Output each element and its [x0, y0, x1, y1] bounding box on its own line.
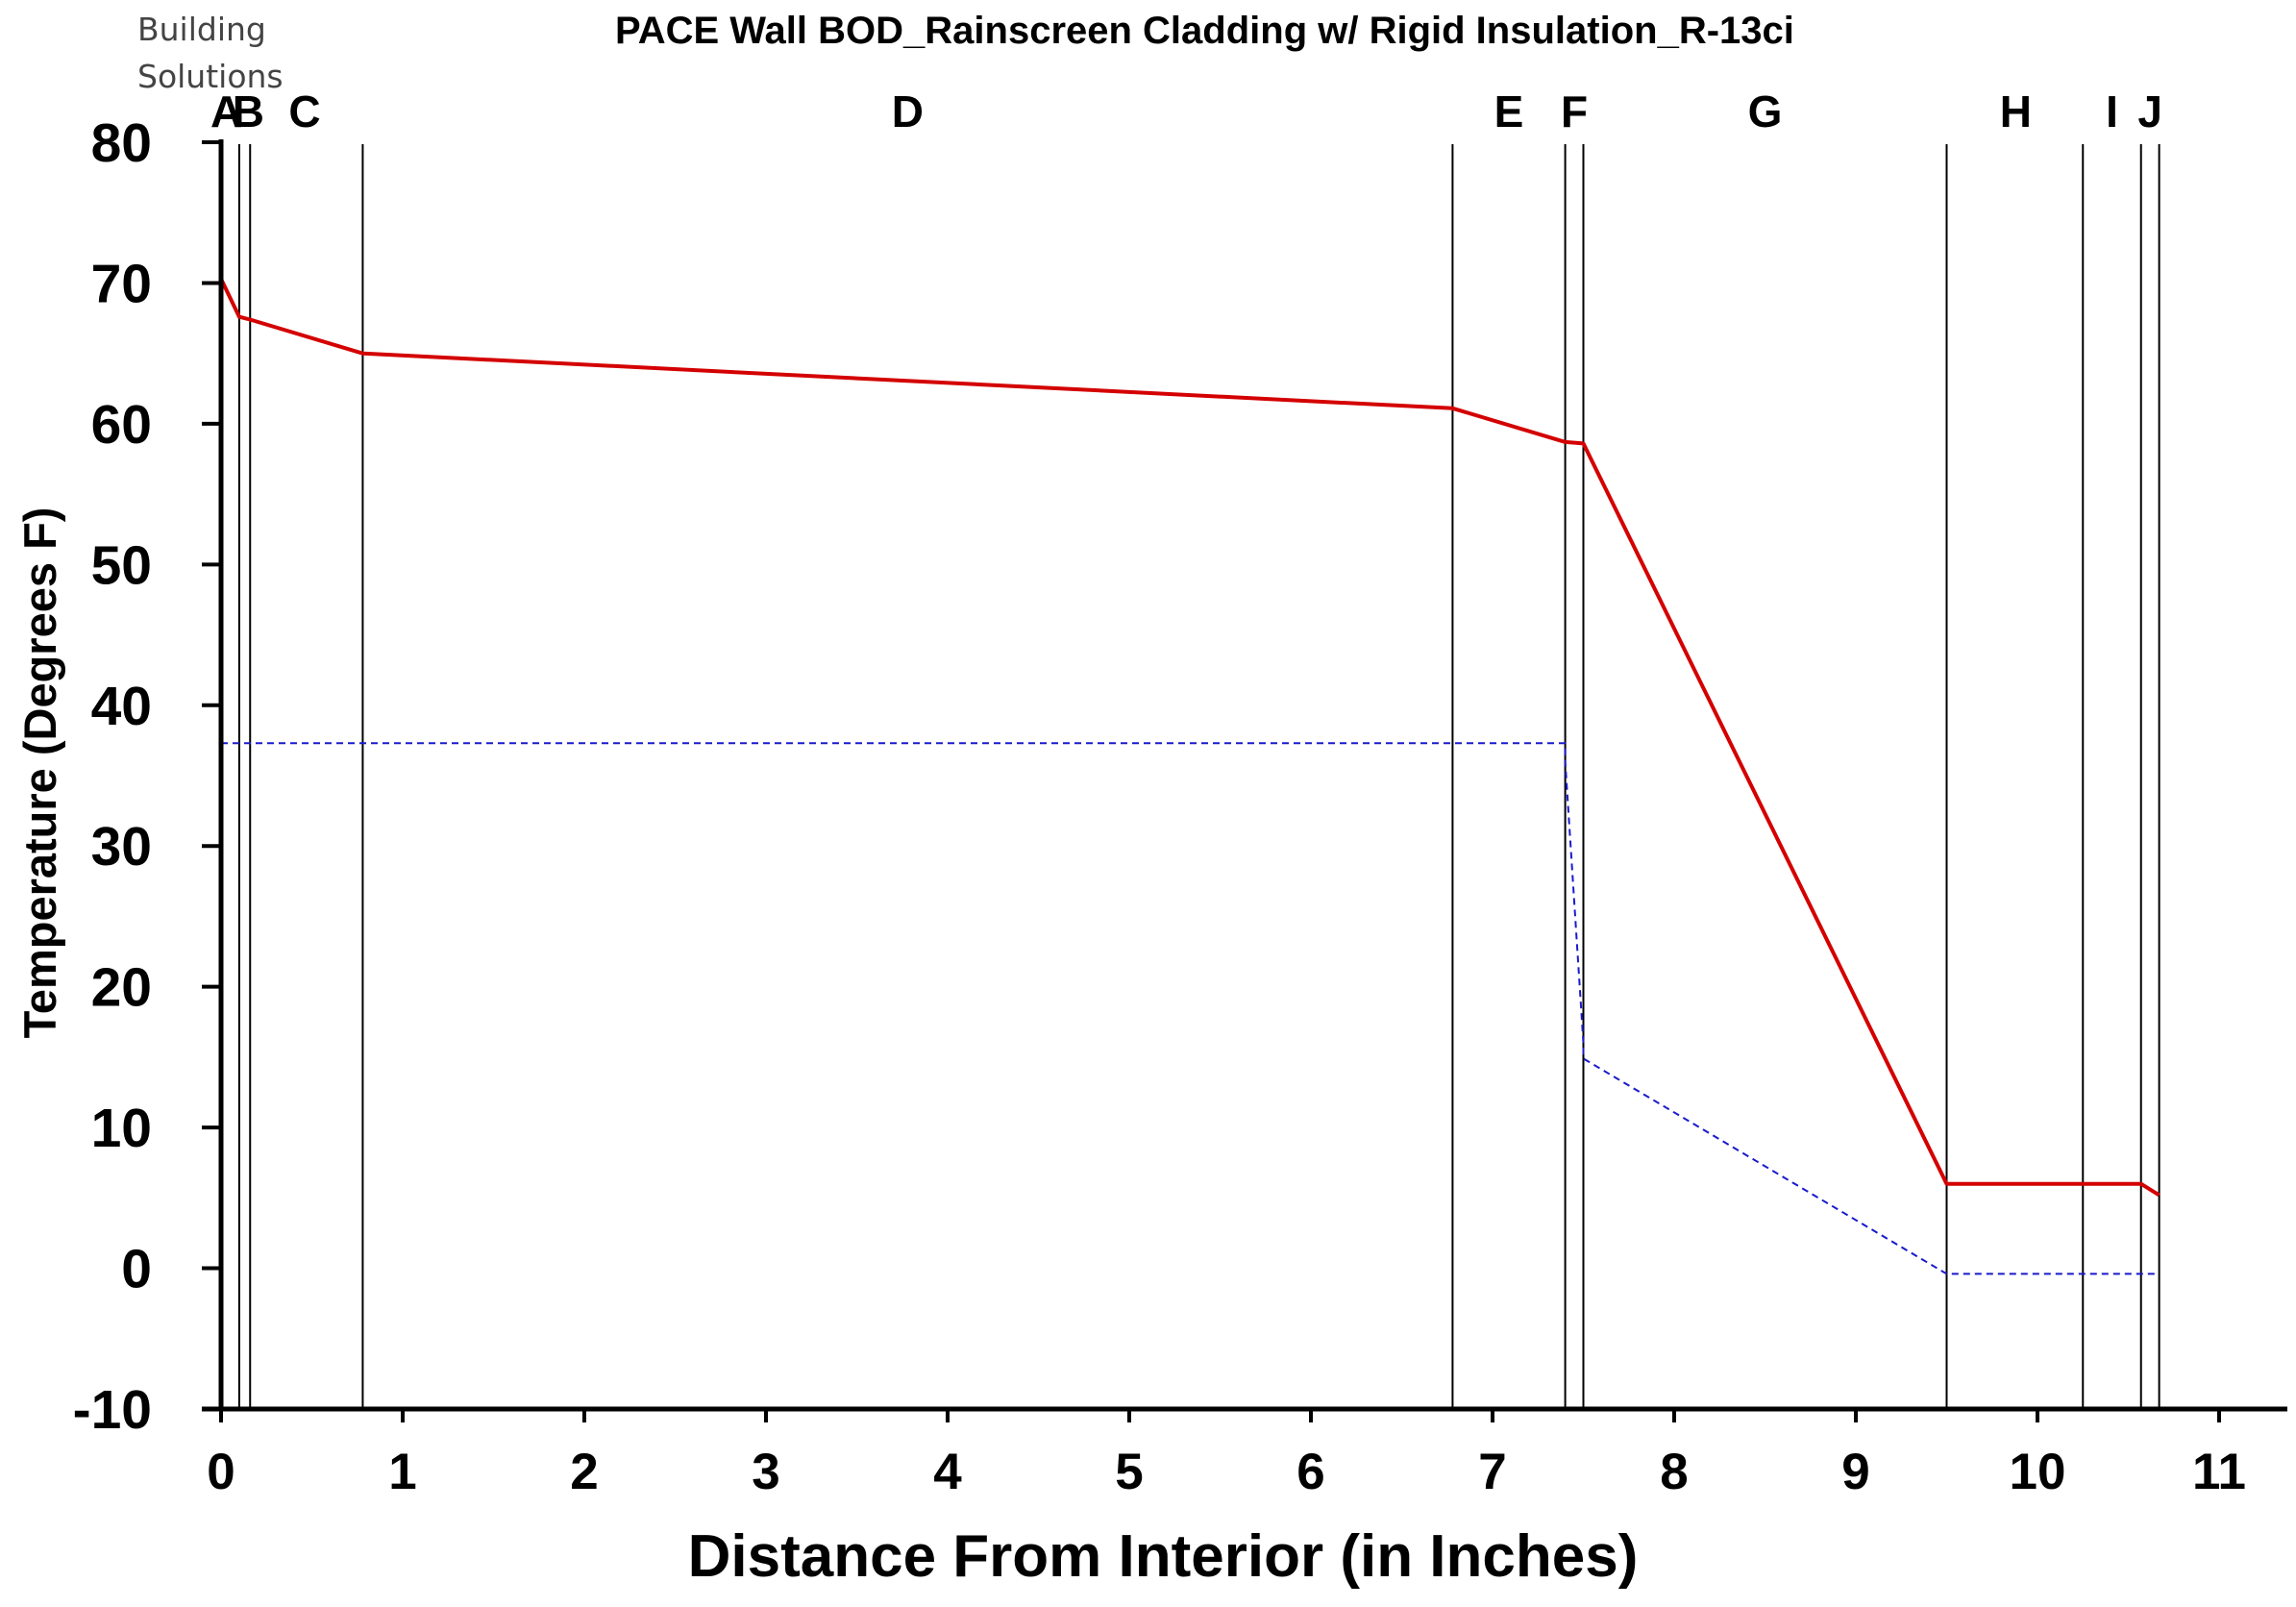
- y-tick-label: 70: [91, 253, 152, 314]
- y-tick-label: 60: [91, 394, 152, 456]
- y-tick-label: -10: [73, 1379, 152, 1441]
- x-tick-label: 7: [1478, 1444, 1506, 1500]
- x-tick-label: 1: [388, 1444, 416, 1500]
- layer-label: C: [288, 87, 320, 136]
- layer-label: I: [2106, 87, 2118, 136]
- x-tick-label: 5: [1115, 1444, 1143, 1500]
- y-tick-label: 40: [91, 676, 152, 737]
- y-tick-label: 50: [91, 534, 152, 596]
- x-tick-label: 6: [1296, 1444, 1324, 1500]
- logo-text-line-1: Building: [137, 11, 266, 48]
- plot-series: [219, 278, 2160, 1275]
- x-tick-label: 2: [570, 1444, 598, 1500]
- x-tick-label: 8: [1660, 1444, 1688, 1500]
- x-tick-label: 4: [933, 1444, 962, 1500]
- y-tick-label: 0: [121, 1239, 152, 1300]
- layer-label: B: [233, 87, 264, 136]
- y-tick-label: 20: [91, 957, 152, 1019]
- layer-label: D: [892, 87, 924, 136]
- layer-label: F: [1561, 87, 1588, 136]
- x-tick-label: 9: [1841, 1444, 1869, 1500]
- x-tick-label: 3: [752, 1444, 779, 1500]
- tick-labels: 80 70 60 50 40 30 20 10 0 -10 0 1 2 3 4 5 6 7 8 9 10 11: [73, 112, 2246, 1500]
- layer-label: H: [2000, 87, 2032, 136]
- y-tick-label: 10: [91, 1098, 152, 1159]
- logo-text-line-2: Solutions: [137, 58, 284, 95]
- x-tick-label: 11: [2192, 1444, 2246, 1500]
- layer-labels: AB C D E F G H I J: [210, 87, 2162, 136]
- x-axis-label: Distance From Interior (in Inches): [688, 1523, 1639, 1590]
- dew-point-line: [221, 742, 2160, 1275]
- layer-label: J: [2137, 87, 2162, 136]
- temperature-line: [219, 278, 2160, 1198]
- y-tick-label: 80: [91, 112, 152, 174]
- layer-label: G: [1748, 87, 1783, 136]
- y-tick-label: 30: [91, 816, 152, 878]
- axes: [202, 139, 2287, 1422]
- layer-boundaries: [237, 144, 2160, 1409]
- x-tick-label: 10: [2010, 1444, 2066, 1500]
- chart-subtitle: PACE Wall BOD_Rainscreen Cladding w/ Rig…: [615, 10, 1794, 52]
- layer-label: A: [210, 87, 242, 136]
- y-axis-label: Temperature (Degrees F): [14, 507, 65, 1039]
- x-tick-label: 0: [207, 1444, 235, 1500]
- layer-label: E: [1494, 87, 1524, 136]
